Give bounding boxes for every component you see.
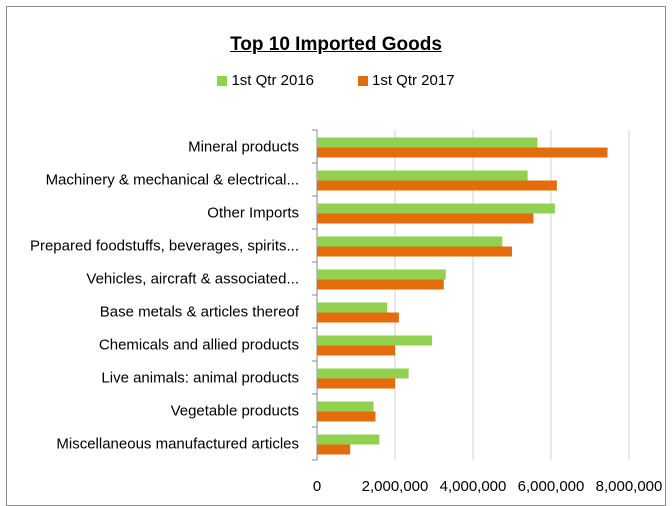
category-label: Prepared foodstuffs, beverages, spirits.… xyxy=(30,238,299,255)
category-label: Vehicles, aircraft & associated... xyxy=(86,271,299,288)
bar-series-1 xyxy=(317,170,528,181)
bar-series-1 xyxy=(317,434,380,445)
legend-label-series-2: 1st Qtr 2017 xyxy=(372,72,455,89)
bar-series-2 xyxy=(317,345,395,356)
bar-series-2 xyxy=(317,378,395,389)
category-label: Miscellaneous manufactured articles xyxy=(56,436,299,453)
bar-series-2 xyxy=(317,246,512,257)
chart-title: Top 10 Imported Goods xyxy=(230,34,442,55)
category-label: Mineral products xyxy=(188,139,299,156)
bar-series-1 xyxy=(317,269,446,280)
legend-swatch-series-2 xyxy=(358,75,368,86)
legend-item-series-1: 1st Qtr 2016 xyxy=(217,72,314,89)
bar-series-1 xyxy=(317,368,409,379)
bar-series-2 xyxy=(317,411,376,422)
bar-series-1 xyxy=(317,203,555,214)
category-label: Machinery & mechanical & electrical... xyxy=(46,172,299,189)
chart-legend: 1st Qtr 2016 1st Qtr 2017 xyxy=(0,72,672,89)
category-label: Other Imports xyxy=(207,205,299,222)
bar-series-1 xyxy=(317,335,433,346)
bar-series-2 xyxy=(317,147,608,158)
legend-item-series-2: 1st Qtr 2017 xyxy=(358,72,455,89)
bar-series-1 xyxy=(317,137,538,148)
x-tick-label: 0 xyxy=(313,478,321,495)
bar-series-1 xyxy=(317,236,503,247)
bar-series-2 xyxy=(317,279,444,290)
bar-series-2 xyxy=(317,180,557,191)
x-tick-label: 6,000,000 xyxy=(518,478,585,495)
legend-label-series-1: 1st Qtr 2016 xyxy=(231,72,314,89)
category-label: Base metals & articles thereof xyxy=(100,304,300,321)
bar-series-2 xyxy=(317,213,534,224)
x-tick-label: 2,000,000 xyxy=(362,478,429,495)
bar-series-2 xyxy=(317,444,351,455)
category-label: Live animals: animal products xyxy=(101,370,299,387)
x-tick-label: 4,000,000 xyxy=(440,478,507,495)
x-tick-label: 8,000,000 xyxy=(596,478,663,495)
bar-series-1 xyxy=(317,401,374,412)
bar-series-2 xyxy=(317,312,399,323)
category-label: Chemicals and allied products xyxy=(99,337,299,354)
category-label: Vegetable products xyxy=(171,403,299,420)
legend-swatch-series-1 xyxy=(217,75,228,86)
bar-series-1 xyxy=(317,302,388,313)
